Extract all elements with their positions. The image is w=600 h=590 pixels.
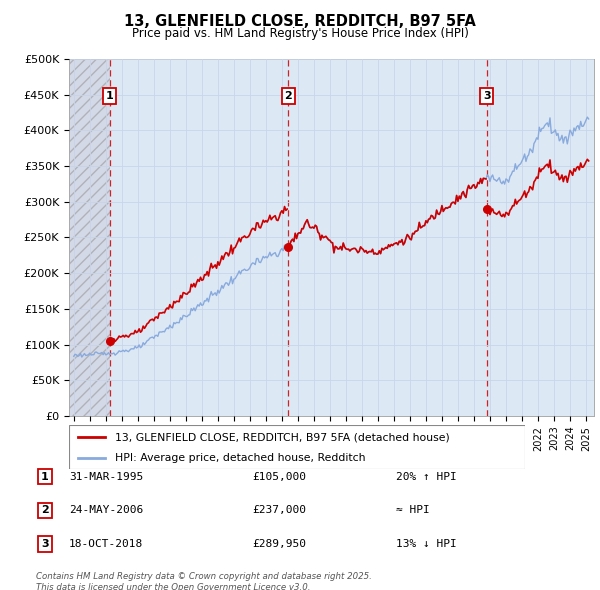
Text: This data is licensed under the Open Government Licence v3.0.: This data is licensed under the Open Gov…	[36, 583, 311, 590]
Text: £105,000: £105,000	[252, 472, 306, 481]
Text: 13, GLENFIELD CLOSE, REDDITCH, B97 5FA (detached house): 13, GLENFIELD CLOSE, REDDITCH, B97 5FA (…	[115, 432, 449, 442]
Polygon shape	[69, 59, 110, 416]
Text: Price paid vs. HM Land Registry's House Price Index (HPI): Price paid vs. HM Land Registry's House …	[131, 27, 469, 40]
Text: 13, GLENFIELD CLOSE, REDDITCH, B97 5FA: 13, GLENFIELD CLOSE, REDDITCH, B97 5FA	[124, 14, 476, 29]
Text: £237,000: £237,000	[252, 506, 306, 515]
Text: ≈ HPI: ≈ HPI	[396, 506, 430, 515]
Text: 2: 2	[284, 91, 292, 101]
Text: 3: 3	[483, 91, 491, 101]
Text: HPI: Average price, detached house, Redditch: HPI: Average price, detached house, Redd…	[115, 453, 365, 463]
Text: 24-MAY-2006: 24-MAY-2006	[69, 506, 143, 515]
Text: 1: 1	[41, 472, 49, 481]
Text: 13% ↓ HPI: 13% ↓ HPI	[396, 539, 457, 549]
Text: Contains HM Land Registry data © Crown copyright and database right 2025.: Contains HM Land Registry data © Crown c…	[36, 572, 372, 581]
Text: 20% ↑ HPI: 20% ↑ HPI	[396, 472, 457, 481]
Text: 1: 1	[106, 91, 113, 101]
Text: 31-MAR-1995: 31-MAR-1995	[69, 472, 143, 481]
Text: 2: 2	[41, 506, 49, 515]
Text: 3: 3	[41, 539, 49, 549]
Text: £289,950: £289,950	[252, 539, 306, 549]
Text: 18-OCT-2018: 18-OCT-2018	[69, 539, 143, 549]
